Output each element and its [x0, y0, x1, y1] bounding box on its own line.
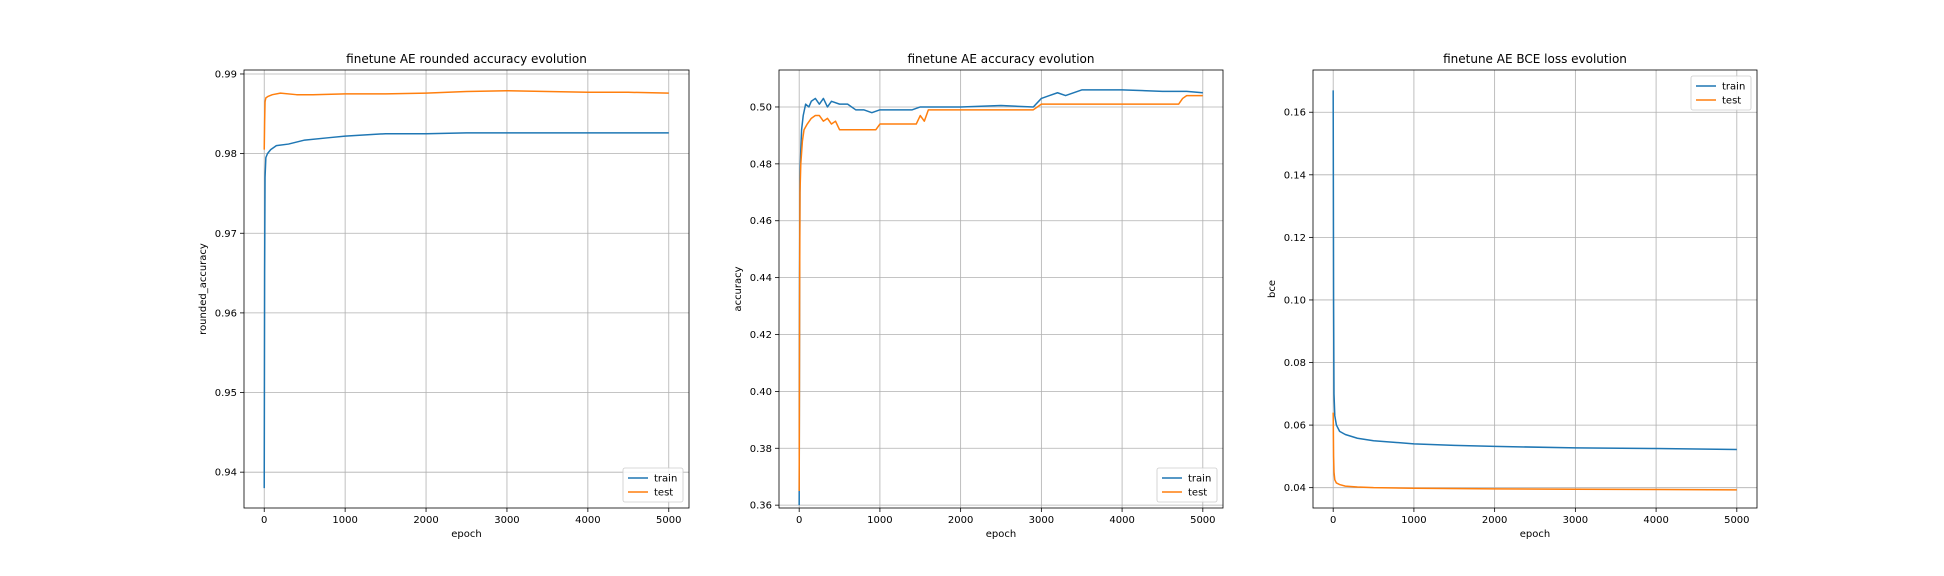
y-tick-label: 0.14: [1284, 170, 1306, 181]
legend-label-test: test: [1188, 488, 1207, 499]
legend-label-test: test: [1722, 96, 1741, 107]
chart-title: finetune AE accuracy evolution: [908, 52, 1095, 66]
y-tick-label: 0.95: [215, 388, 237, 399]
y-tick-label: 0.36: [750, 501, 772, 512]
x-tick-label: 2000: [1482, 515, 1507, 526]
y-axis-label: accuracy: [733, 266, 744, 311]
legend: train test: [1156, 467, 1218, 503]
series-line-test: [263, 89, 669, 150]
legend-label-train: train: [654, 474, 677, 485]
x-tick-label: 0: [261, 515, 267, 526]
y-tick-label: 0.97: [215, 229, 237, 240]
y-tick-label: 0.98: [215, 149, 237, 160]
legend-label-test: test: [654, 488, 673, 499]
x-tick-label: 4000: [1643, 515, 1668, 526]
chart-3: 0 1000 2000 3000 4000 5000 0.04 0.06 0.08 0.10 0.1…: [1267, 52, 1758, 540]
x-tick-label: 3000: [494, 515, 519, 526]
legend: train test: [622, 467, 684, 503]
axes-frame: [1312, 69, 1758, 509]
legend-box: [622, 467, 684, 503]
x-tick-label: 2000: [948, 515, 973, 526]
y-tick-label: 0.08: [1284, 358, 1306, 369]
y-tick-label: 0.16: [1284, 108, 1306, 119]
y-tick-label: 0.46: [750, 216, 772, 227]
chart-title: finetune AE BCE loss evolution: [1443, 52, 1627, 66]
x-tick-label: 3000: [1563, 515, 1588, 526]
axes-frame: [243, 69, 690, 509]
y-tick-label: 0.99: [215, 69, 237, 80]
axes-frame: [778, 69, 1224, 509]
x-tick-label: 0: [796, 515, 802, 526]
x-tick-label: 0: [1330, 515, 1336, 526]
chart-1: 0 1000 2000 3000 4000 5000 0.94 0.95 0.96 0.97 0.9…: [198, 52, 690, 540]
y-tick-label: 0.48: [750, 159, 772, 170]
legend: train test: [1690, 75, 1752, 111]
y-tick-label: 0.12: [1284, 233, 1306, 244]
y-tick-label: 0.94: [215, 468, 237, 479]
legend-label-train: train: [1188, 474, 1211, 485]
x-tick-label: 1000: [1401, 515, 1426, 526]
legend-label-train: train: [1722, 82, 1745, 93]
series-line-test: [798, 94, 1203, 491]
x-tick-label: 5000: [1190, 515, 1215, 526]
y-tick-label: 0.40: [750, 387, 772, 398]
x-tick-label: 1000: [867, 515, 892, 526]
chart-title: finetune AE rounded accuracy evolution: [346, 52, 587, 66]
x-axis-label: epoch: [451, 529, 481, 540]
y-tick-label: 0.42: [750, 330, 772, 341]
x-axis-label: epoch: [1520, 529, 1550, 540]
legend-box: [1156, 467, 1218, 503]
y-axis-label: rounded_accuracy: [198, 243, 209, 335]
y-axis-label: bce: [1267, 280, 1278, 298]
x-tick-label: 2000: [413, 515, 438, 526]
series-line-train: [1332, 90, 1737, 451]
x-tick-label: 4000: [1109, 515, 1134, 526]
x-tick-label: 5000: [656, 515, 681, 526]
y-tick-label: 0.50: [750, 102, 772, 113]
chart-2: 0 1000 2000 3000 4000 5000 0.36 0.38 0.40 0.42 0.4…: [733, 52, 1224, 540]
series-line-test: [1332, 412, 1737, 491]
x-axis-label: epoch: [986, 529, 1016, 540]
x-tick-label: 5000: [1724, 515, 1749, 526]
y-tick-label: 0.06: [1284, 421, 1306, 432]
y-tick-label: 0.04: [1284, 483, 1306, 494]
legend-box: [1690, 75, 1752, 111]
y-tick-label: 0.10: [1284, 295, 1306, 306]
y-tick-label: 0.96: [215, 308, 237, 319]
x-tick-label: 1000: [332, 515, 357, 526]
series-line-train: [263, 132, 669, 489]
x-tick-label: 4000: [575, 515, 600, 526]
y-tick-label: 0.38: [750, 444, 772, 455]
series-line-train: [798, 89, 1203, 506]
x-tick-label: 3000: [1029, 515, 1054, 526]
y-tick-label: 0.44: [750, 273, 772, 284]
